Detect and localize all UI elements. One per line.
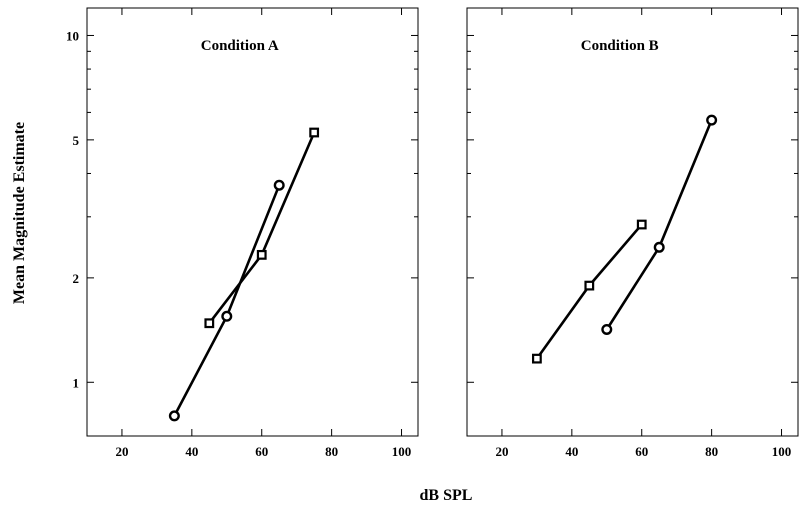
data-point-circle	[706, 114, 718, 126]
series-line-circle	[605, 119, 713, 331]
x-tick-label: 100	[392, 444, 412, 459]
data-point-square	[584, 280, 595, 291]
x-tick-label: 80	[325, 444, 338, 459]
x-axis-title: dB SPL	[420, 487, 473, 504]
data-point-circle	[221, 310, 233, 322]
data-point-circle	[168, 410, 180, 422]
x-tick-label: 80	[705, 444, 718, 459]
x-tick-label: 40	[185, 444, 198, 459]
x-tick-label: 100	[772, 444, 792, 459]
data-point-square	[309, 127, 320, 138]
data-point-square	[531, 353, 542, 364]
series-line-square	[535, 223, 643, 360]
data-point-square	[636, 219, 647, 230]
x-tick-label: 20	[495, 444, 508, 459]
data-point-square	[256, 249, 267, 260]
x-tick-label: 40	[565, 444, 578, 459]
y-axis-title: Mean Magnitude Estimate	[11, 122, 28, 304]
x-tick-label: 60	[635, 444, 648, 459]
y-tick-label: 5	[73, 133, 80, 148]
data-point-circle	[273, 179, 285, 191]
plot-frame	[466, 7, 799, 437]
panel-condition-b: Condition B 20 40 60 80 100	[466, 7, 799, 459]
panel-title: Condition A	[201, 38, 279, 54]
data-point-square	[204, 318, 215, 329]
panel-condition-a: Condition A 1 2 5 10 20 40 60 80 100	[66, 7, 419, 459]
data-point-circle	[653, 241, 665, 253]
x-tick-label: 60	[255, 444, 268, 459]
y-tick-label: 10	[66, 28, 79, 43]
x-tick-label: 20	[115, 444, 128, 459]
y-tick-label: 1	[73, 375, 80, 390]
y-tick-label: 2	[73, 271, 80, 286]
panel-title: Condition B	[581, 38, 659, 54]
data-point-circle	[601, 323, 613, 335]
plot-frame	[86, 7, 419, 437]
